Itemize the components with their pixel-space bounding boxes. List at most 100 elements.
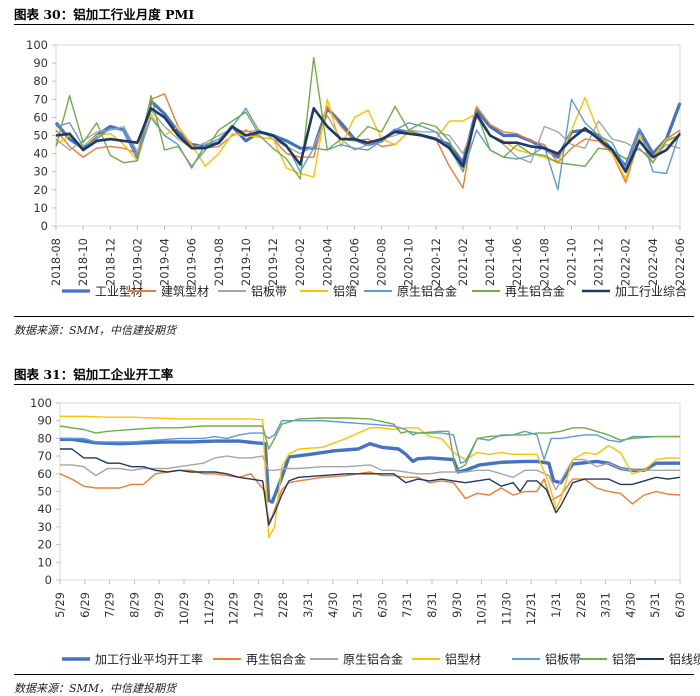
chart2-xtick-label: 6/30 — [673, 592, 687, 618]
chart2-series-line-4 — [60, 415, 680, 539]
chart2-series-line-3 — [60, 455, 680, 491]
chart1-ytick-label: 20 — [33, 183, 48, 197]
chart1-xtick-label: 2021-06 — [510, 238, 524, 286]
chart2-xtick-label: 1/29 — [251, 592, 265, 618]
chart2-xtick-label: 10/29 — [177, 592, 191, 625]
chart2-legend-label: 铝线缆 — [669, 652, 700, 667]
chart2-legend-label: 再生铝合金 — [246, 652, 306, 667]
chart1-ytick-label: 70 — [33, 92, 48, 106]
chart1-xtick-label: 2019-04 — [158, 238, 172, 286]
chart2-ytick-label: 70 — [37, 449, 52, 463]
chart2-xtick-label: 6/29 — [78, 592, 92, 618]
chart2-title-rule — [14, 384, 694, 386]
chart1-series-line-7 — [55, 107, 681, 173]
chart1-xtick-label: 2018-10 — [76, 238, 90, 286]
chart2-xtick-label: 5/31 — [351, 592, 365, 618]
chart2-legend-label: 铝箔 — [612, 652, 636, 667]
chart2-xtick-label: 4/30 — [326, 592, 340, 618]
chart2-xtick-label: 8/29 — [127, 592, 141, 618]
chart1-xtick-label: 2019-08 — [212, 238, 226, 286]
chart2-xtick-label: 12/31 — [524, 592, 538, 625]
chart1-ytick-label: 30 — [33, 165, 48, 179]
chart2-ytick-label: 80 — [37, 431, 52, 445]
chart2-legend-label: 原生铝合金 — [343, 652, 403, 667]
chart1-ytick-label: 40 — [33, 147, 48, 161]
chart2-ytick-label: 60 — [37, 467, 52, 481]
chart1-ytick-label: 50 — [33, 129, 48, 143]
chart2-xtick-label: 9/30 — [450, 592, 464, 618]
chart2-xtick-label: 3/31 — [301, 592, 315, 618]
chart2-series-line-5 — [60, 420, 680, 464]
chart1-xtick-label: 2019-10 — [239, 238, 253, 286]
chart1-xtick-label: 2022-06 — [673, 238, 687, 286]
chart2-source: 数据来源：SMM，中信建投期货 — [14, 682, 177, 695]
chart2-figure-label: 图表 31：铝加工企业开工率 — [14, 367, 174, 382]
chart1-xtick-label: 2022-04 — [646, 238, 660, 286]
chart1-xtick-label: 2019-12 — [266, 238, 280, 286]
chart2-series-line-2 — [59, 469, 681, 523]
chart1-xtick-label: 2020-08 — [375, 238, 389, 286]
chart1-xtick-label: 2022-02 — [619, 238, 633, 286]
chart1-ytick-label: 60 — [33, 110, 48, 124]
chart2-xtick-label: 10/31 — [475, 592, 489, 625]
chart2-xtick-label: 12/29 — [227, 592, 241, 625]
chart1-xtick-label: 2021-10 — [564, 238, 578, 286]
chart1-plot-frame — [55, 44, 681, 227]
chart1-ytick-label: 0 — [41, 219, 48, 233]
chart2-xtick-label: 3/31 — [599, 592, 613, 618]
chart1-ytick-label: 100 — [26, 38, 48, 52]
chart1-legend-label: 工业型材 — [95, 285, 143, 299]
chart1-xtick-label: 2021-08 — [537, 238, 551, 286]
chart2-xtick-label: 7/29 — [103, 592, 117, 618]
chart1-bottom-rule — [14, 316, 694, 318]
chart1-legend-label: 再生铝合金 — [505, 284, 565, 299]
chart2-ytick-label: 50 — [37, 485, 52, 499]
chart1-xtick-label: 2018-08 — [49, 238, 63, 286]
chart2-xtick-label: 11/30 — [499, 592, 513, 625]
chart1-xtick-label: 2021-04 — [483, 238, 497, 286]
chart2-xtick-label: 9/29 — [152, 592, 166, 618]
chart1-ytick-label: 80 — [33, 74, 48, 88]
chart1-xtick-label: 2018-12 — [103, 238, 117, 286]
chart2-ytick-label: 90 — [37, 414, 52, 428]
chart1-xtick-label: 2020-04 — [320, 238, 334, 286]
chart2-xtick-label: 4/30 — [623, 592, 637, 618]
chart2-plot-frame — [59, 402, 681, 581]
chart2-xtick-label: 6/30 — [375, 592, 389, 618]
chart2-legend-label: 加工行业平均开工率 — [95, 652, 203, 667]
chart1-title-rule — [14, 24, 694, 26]
chart2-utilization-line-chart: 0 10 20 30 40 50 60 70 80 90 100 5/29 6/29 7/29 8/29 9/… — [30, 396, 700, 667]
chart1-xtick-label: 2020-02 — [293, 238, 307, 286]
chart2-series-line-6 — [59, 417, 680, 472]
chart1-xtick-label: 2019-02 — [130, 238, 144, 286]
chart2-xtick-label: 7/31 — [400, 592, 414, 618]
chart2-ytick-label: 100 — [30, 396, 52, 410]
chart1-legend-label: 铝箔 — [333, 284, 357, 299]
chart2-xtick-label: 11/29 — [202, 592, 216, 625]
chart1-ytick-label: 10 — [33, 201, 48, 215]
chart2-xtick-label: 5/31 — [648, 592, 662, 618]
chart1-legend-label: 铝板带 — [251, 284, 287, 299]
chart2-legend-label: 铝型材 — [445, 652, 481, 667]
chart1-xtick-label: 2021-02 — [456, 238, 470, 286]
chart1-xtick-label: 2020-12 — [429, 238, 443, 286]
chart2-series-line-1 — [60, 437, 680, 504]
chart2-series-line-7 — [60, 448, 681, 526]
chart1-source: 数据来源：SMM，中信建投期货 — [14, 324, 177, 337]
chart1-pmi-line-chart: 0 10 20 30 40 50 60 70 80 90 100 2018-08 2018-10 2018… — [26, 38, 687, 299]
chart1-ytick-label: 90 — [33, 56, 48, 70]
chart2-xtick-label: 8/31 — [425, 592, 439, 618]
chart2-xtick-label: 2/28 — [276, 592, 290, 618]
chart1-figure-label: 图表 30：铝加工行业月度 PMI — [14, 7, 195, 22]
chart2-xtick-label: 1/31 — [549, 592, 563, 618]
chart1-xtick-label: 2020-10 — [402, 238, 416, 286]
chart1-series-line-3 — [55, 109, 681, 164]
chart1-legend-label: 加工行业综合 — [615, 284, 687, 299]
chart1-legend-label: 建筑型材 — [161, 284, 209, 299]
chart1-xtick-label: 2019-06 — [185, 238, 199, 286]
chart1-series-line-4 — [55, 96, 681, 180]
chart2-ytick-label: 30 — [37, 520, 52, 534]
chart2-xtick-label: 5/29 — [53, 592, 67, 618]
chart1-legend-label: 原生铝合金 — [397, 284, 457, 299]
chart2-ytick-label: 20 — [37, 538, 52, 552]
